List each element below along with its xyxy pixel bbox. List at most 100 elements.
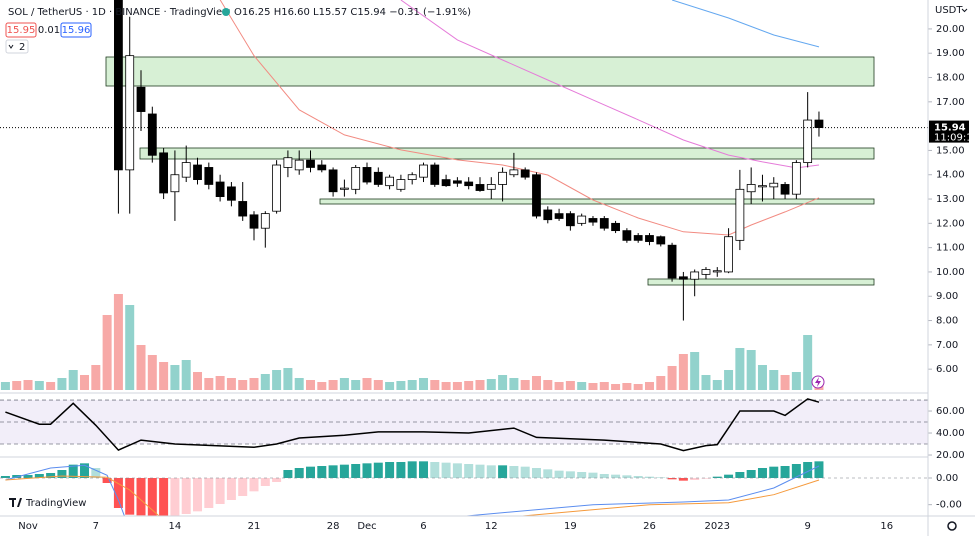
indicators-toggle[interactable]	[5, 39, 29, 54]
volume-bar	[339, 378, 349, 390]
ohlc-legend: O16.25 H16.60 L15.57 C15.94 −0.31 (−1.91…	[234, 7, 471, 18]
volume-bar	[159, 362, 169, 390]
volume-bar	[724, 370, 734, 390]
macd-bar	[102, 478, 112, 483]
candle-body	[147, 113, 157, 156]
candle-body	[611, 222, 620, 232]
brand: TradingView	[25, 498, 86, 509]
volume-bar	[690, 352, 700, 390]
macd-bar	[272, 478, 282, 482]
candle-body	[204, 167, 214, 185]
x-tick-label: 2023	[705, 521, 730, 532]
currency[interactable]: USDT	[935, 5, 963, 16]
candle-body	[746, 184, 756, 193]
macd-bar	[283, 470, 293, 478]
macd-bar	[91, 468, 101, 478]
candle-body	[780, 184, 790, 195]
candle-body	[181, 162, 191, 178]
y-tick-label: 7.00	[936, 340, 958, 351]
last-price-label: 15.94	[934, 123, 966, 134]
volume-bar	[328, 380, 338, 390]
candle-body	[791, 162, 801, 195]
candle-body	[509, 169, 519, 176]
candle-body	[306, 159, 315, 168]
volume-bar	[486, 379, 496, 390]
x-tick-label: 21	[248, 521, 261, 532]
candle-body	[645, 235, 654, 242]
brand-logo: TradingView	[4, 493, 86, 511]
y-tick-label: 0.00	[936, 473, 958, 484]
y-tick-label: 60.00	[936, 406, 965, 417]
volume-bar	[554, 382, 564, 390]
volume-bar	[780, 375, 790, 390]
y-tick-label: 12.00	[936, 218, 965, 229]
y-tick-label: -0.00	[936, 500, 962, 511]
x-tick-label: 6	[420, 521, 426, 532]
volume-bar	[102, 315, 112, 390]
volume-bar	[193, 372, 203, 390]
macd-bar	[452, 463, 462, 478]
volume-bar	[23, 380, 33, 390]
zone	[647, 278, 875, 286]
macd-bar	[622, 475, 632, 478]
volume-bar	[577, 382, 587, 390]
volume-bar	[452, 382, 462, 390]
macd-bar	[204, 478, 214, 508]
candle-body	[622, 230, 632, 241]
settings-icon[interactable]	[947, 521, 957, 531]
countdown: 11:09:13	[934, 133, 975, 144]
chart-title: SOL / TetherUS · 1D · BINANCE · TradingV…	[8, 7, 230, 18]
volume-bar	[373, 380, 383, 390]
ask-box[interactable]	[60, 22, 92, 38]
macd-bar	[554, 470, 564, 478]
macd-bar	[147, 478, 157, 516]
candle-body	[543, 209, 553, 221]
volume-bar	[769, 370, 779, 390]
logo-bg	[4, 493, 70, 511]
logo-mark	[9, 498, 22, 507]
x-tick-label: 28	[327, 521, 340, 532]
moving-average	[400, 0, 820, 169]
candle-body	[554, 213, 564, 219]
macd-bar	[181, 478, 191, 514]
y-tick-label: 11.00	[936, 243, 965, 254]
volume-bar	[317, 382, 327, 390]
volume-bar	[283, 368, 293, 390]
volume-bar	[362, 378, 372, 390]
candle-body	[419, 164, 428, 178]
candle-body	[396, 179, 406, 190]
macd-bar	[543, 469, 553, 478]
candle-body	[114, 0, 123, 171]
macd-bar	[362, 463, 372, 478]
volume-bar	[757, 365, 767, 390]
volume-bar	[260, 374, 270, 390]
macd-bar	[23, 475, 33, 478]
volume-bar	[746, 350, 756, 390]
volume-bar	[249, 378, 259, 390]
candle-body	[769, 182, 779, 188]
candle-body	[599, 218, 609, 229]
macd-bar	[46, 473, 56, 478]
macd-bar	[170, 478, 180, 516]
candle-body	[814, 119, 824, 128]
macd-bar	[735, 472, 745, 478]
volume-bar	[644, 382, 654, 390]
volume-bar	[215, 376, 225, 390]
volume-bar	[430, 380, 440, 390]
volume-bar	[498, 375, 508, 390]
macd-bar	[407, 461, 417, 478]
candle-body	[520, 169, 530, 178]
candle-body	[452, 180, 462, 184]
event-icon-bolt	[815, 377, 821, 387]
candle-body	[238, 201, 248, 217]
macd-pane	[0, 461, 928, 516]
candle-body	[758, 185, 767, 188]
bid-box[interactable]	[5, 22, 37, 38]
axes: 6.00 7.00 8.00 9.00 10.00 11.00 12.00 13.00 14.0…	[18, 24, 975, 532]
y-tick-label: 14.00	[936, 170, 965, 181]
macd-bar	[125, 478, 135, 515]
candle-body	[486, 184, 496, 190]
y-tick-label: 40.00	[936, 428, 965, 439]
macd-bar	[588, 472, 598, 478]
